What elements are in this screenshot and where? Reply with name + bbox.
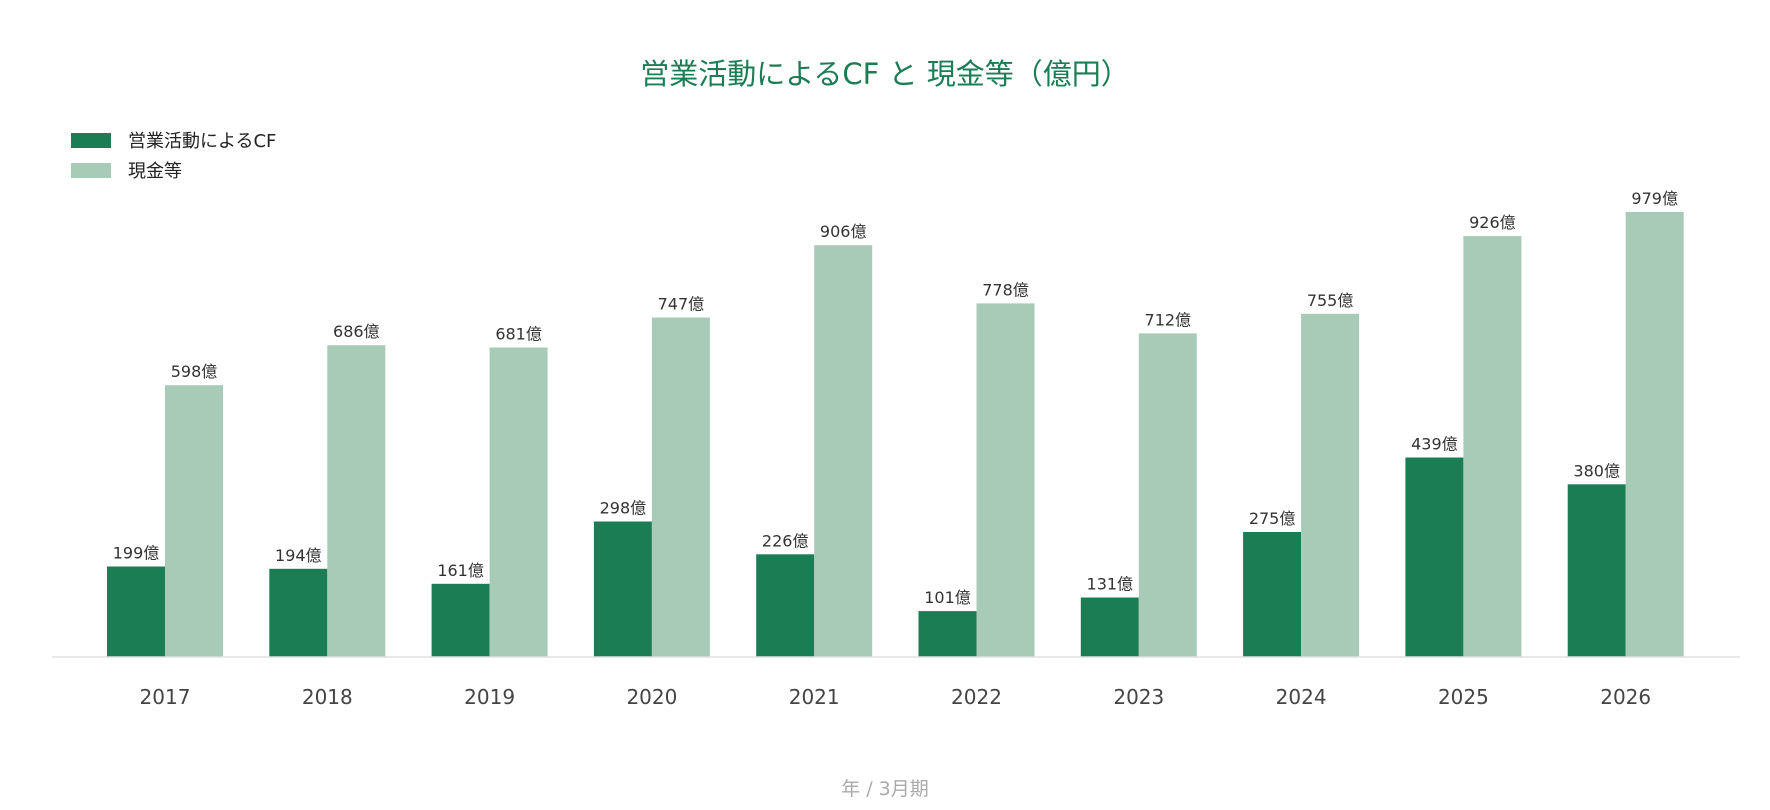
value-label-cash-2026: 979億 [1631,189,1678,208]
x-tick-label-2019: 2019 [464,685,515,709]
bar-operating-cf-2019 [431,583,490,657]
value-label-operating-cf-2020: 298億 [600,499,647,518]
x-tick-label-2025: 2025 [1438,685,1489,709]
bar-cash-2019 [489,347,548,657]
bar-operating-cf-2024 [1243,532,1302,657]
value-label-operating-cf-2019: 161億 [437,561,484,580]
value-label-cash-2024: 755億 [1307,291,1354,310]
value-label-cash-2018: 686億 [333,322,380,341]
bar-cash-2026 [1625,212,1684,657]
bar-operating-cf-2021 [756,554,815,657]
value-label-cash-2021: 906億 [820,222,867,241]
x-tick-label-2022: 2022 [951,685,1002,709]
value-label-cash-2020: 747億 [658,295,705,314]
bar-operating-cf-2020 [593,521,652,657]
legend-label-cash: 現金等 [128,161,182,182]
x-tick-label-2020: 2020 [626,685,677,709]
value-label-cash-2019: 681億 [495,325,542,344]
bar-cash-2023 [1138,333,1197,657]
bar-operating-cf-2025 [1405,457,1464,657]
value-labels-group: 199億 598億 194億 686億 161億 681億 298億 747億 226億 906億… [113,189,1678,607]
value-label-operating-cf-2018: 194億 [275,546,322,565]
legend-swatch-cash [71,163,111,178]
bar-cash-2021 [814,245,873,657]
bar-cash-2024 [1301,313,1360,657]
x-tick-label-2026: 2026 [1600,685,1651,709]
x-tick-label-2021: 2021 [789,685,840,709]
bar-operating-cf-2017 [107,566,165,657]
bar-cash-2020 [651,317,710,657]
value-label-operating-cf-2021: 226億 [762,531,809,550]
value-label-operating-cf-2025: 439億 [1411,435,1458,454]
legend: 営業活動によるCF 現金等 [71,131,276,182]
x-tick-label-2024: 2024 [1276,685,1327,709]
bar-cash-2017 [165,385,223,657]
bar-operating-cf-2018 [269,568,328,657]
value-label-cash-2022: 778億 [982,280,1029,299]
x-tick-label-2018: 2018 [302,685,353,709]
bar-operating-cf-2022 [918,611,977,657]
value-label-cash-2023: 712億 [1145,310,1192,329]
bar-cash-2022 [976,303,1035,657]
value-label-operating-cf-2017: 199億 [113,544,160,563]
value-label-operating-cf-2024: 275億 [1249,509,1296,528]
bars-group [107,212,1684,657]
x-axis-label: 年 / 3月期 [841,778,929,800]
value-label-operating-cf-2023: 131億 [1087,575,1134,594]
value-label-cash-2025: 926億 [1469,213,1516,232]
bar-operating-cf-2023 [1080,597,1139,657]
legend-swatch-operating-cf [71,133,111,148]
x-tick-labels: 2017 2018 2019 2020 2021 2022 2023 2024 2025 2026 [140,685,1652,709]
value-label-operating-cf-2022: 101億 [924,588,971,607]
x-tick-label-2017: 2017 [140,685,191,709]
bar-cash-2018 [327,345,386,657]
chart-title: 営業活動によるCF と 現金等（億円） [640,57,1130,91]
bar-operating-cf-2026 [1567,484,1626,657]
value-label-cash-2017: 598億 [171,362,218,381]
bar-cash-2025 [1463,236,1522,657]
value-label-operating-cf-2026: 380億 [1573,461,1620,480]
legend-label-operating-cf: 営業活動によるCF [128,131,276,152]
x-tick-label-2023: 2023 [1113,685,1164,709]
